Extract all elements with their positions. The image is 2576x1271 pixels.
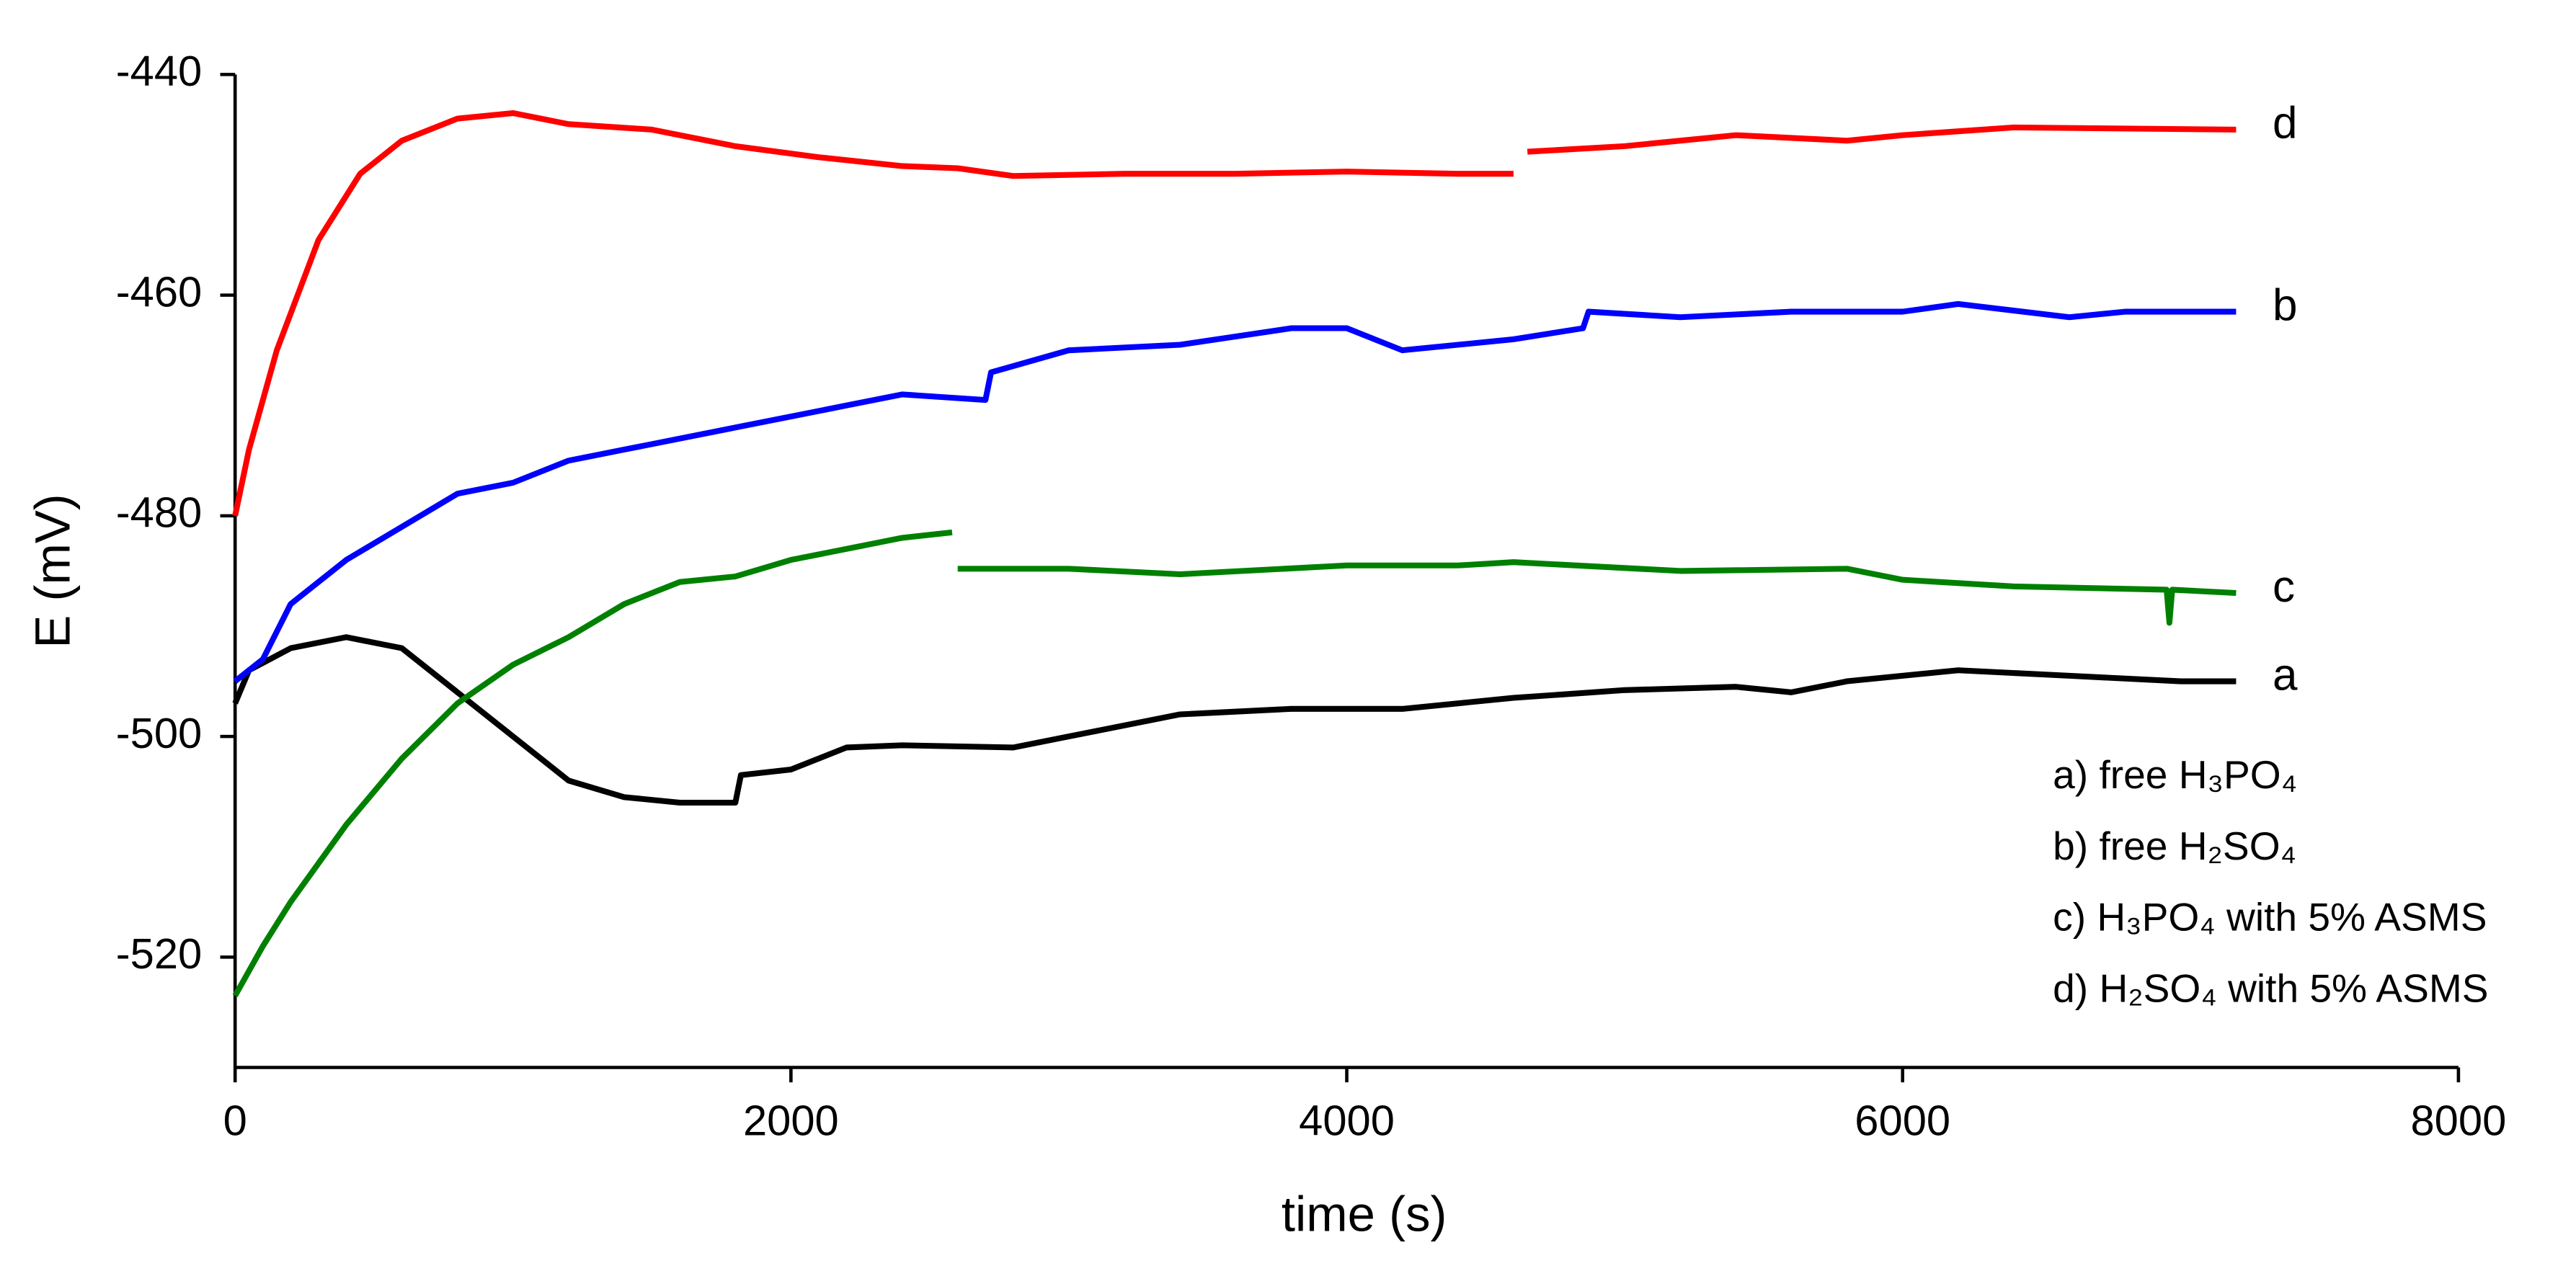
y-tick-label: -520 [116,929,203,978]
series-line [232,634,2237,806]
y-tick-label: -480 [116,489,203,537]
x-tick-label: 8000 [2410,1096,2506,1144]
y-tick-label: -440 [116,47,203,95]
series-end-label: c [2273,562,2295,612]
y-axis-label: E (mV) [25,494,80,648]
series-end-label: a [2273,650,2298,700]
series-line [232,110,2237,517]
x-tick-label: 0 [223,1096,247,1144]
series-end-label: b [2273,280,2297,330]
y-tick-label: -460 [116,267,203,316]
series-end-label: d [2273,99,2297,148]
legend-entry: a) free H₃PO₄ [2053,752,2297,797]
x-tick-label: 4000 [1299,1096,1395,1144]
legend-entry: c) H₃PO₄ with 5% ASMS [2053,895,2487,940]
x-axis-label: time (s) [1282,1187,1447,1242]
y-tick-label: -500 [116,709,203,757]
x-tick-label: 6000 [1855,1096,1950,1144]
x-tick-label: 2000 [743,1096,839,1144]
series-line [233,300,2237,684]
series-line [232,529,2237,997]
legend-entry: d) H₂SO₄ with 5% ASMS [2053,965,2488,1010]
legend-entry: b) free H₂SO₄ [2053,824,2296,868]
